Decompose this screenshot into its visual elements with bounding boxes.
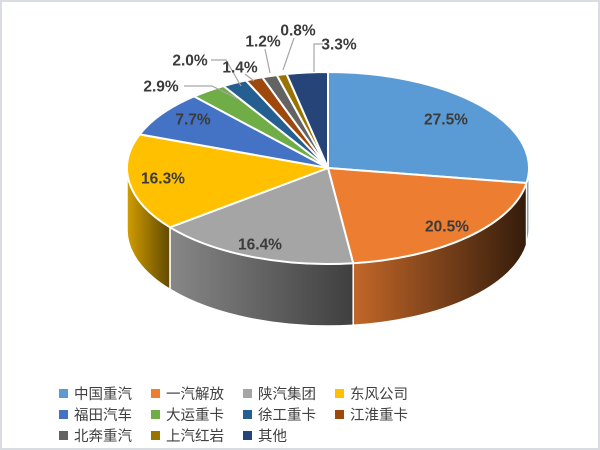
legend-label: 北奔重汽 xyxy=(74,428,132,445)
legend-marker-icon xyxy=(59,388,68,398)
chart-legend: 中国重汽 一汽解放 陕汽集团 东风公司福田汽车 大运重卡 徐工重卡 江淮重卡北奔重汽 上汽红岩… xyxy=(59,383,427,445)
legend-item-8: 北奔重汽 xyxy=(59,425,151,445)
leader-line-10 xyxy=(313,43,323,72)
legend-marker-icon xyxy=(243,430,252,440)
legend-label: 中国重汽 xyxy=(74,386,132,403)
legend-label: 陕汽集团 xyxy=(258,386,316,403)
legend-item-10: 其他 xyxy=(243,425,335,445)
legend-label: 江淮重卡 xyxy=(350,407,408,424)
legend-label: 徐工重卡 xyxy=(258,407,316,424)
legend-item-3: 东风公司 xyxy=(335,383,427,403)
legend-label: 福田汽车 xyxy=(74,407,132,424)
legend-item-0: 中国重汽 xyxy=(59,383,151,403)
pie-slice-2 xyxy=(168,167,355,265)
pie-slice-10 xyxy=(285,71,329,169)
legend-label: 大运重卡 xyxy=(166,407,224,424)
legend-marker-icon xyxy=(335,388,344,398)
legend-label: 其他 xyxy=(258,428,287,445)
data-label-2: 16.4% xyxy=(238,237,282,254)
legend-item-2: 陕汽集团 xyxy=(243,383,335,403)
legend-item-6: 徐工重卡 xyxy=(243,404,335,424)
legend-marker-icon xyxy=(59,430,68,440)
data-label-5: 2.9% xyxy=(143,79,179,96)
legend-label: 一汽解放 xyxy=(166,386,224,403)
legend-marker-icon xyxy=(151,388,160,398)
pie-slice-0 xyxy=(327,71,530,185)
data-label-6: 2.0% xyxy=(172,53,208,70)
pie-slice-4 xyxy=(138,95,329,169)
leader-line-8 xyxy=(264,48,271,74)
legend-item-1: 一汽解放 xyxy=(151,383,243,403)
data-label-4: 7.7% xyxy=(175,112,211,129)
data-label-3: 16.3% xyxy=(141,171,185,188)
data-label-8: 1.2% xyxy=(245,34,281,51)
data-label-7: 1.4% xyxy=(222,60,258,77)
leader-line-7 xyxy=(244,73,255,82)
data-label-10: 3.3% xyxy=(321,37,357,54)
data-label-0: 27.5% xyxy=(424,112,468,129)
data-label-1: 20.5% xyxy=(425,219,469,236)
legend-item-9: 上汽红岩 xyxy=(151,425,243,445)
legend-item-4: 福田汽车 xyxy=(59,404,151,424)
pie-slice-3 xyxy=(126,133,329,229)
legend-label: 东风公司 xyxy=(350,386,408,403)
leader-line-6 xyxy=(211,59,242,87)
legend-marker-icon xyxy=(59,409,68,419)
data-label-9: 0.8% xyxy=(280,23,316,40)
legend-item-7: 江淮重卡 xyxy=(335,404,427,424)
legend-marker-icon xyxy=(151,430,160,440)
legend-marker-icon xyxy=(243,409,252,419)
legend-marker-icon xyxy=(335,409,344,419)
legend-marker-icon xyxy=(243,388,252,398)
pie-slice-1 xyxy=(327,167,528,265)
leader-line-9 xyxy=(282,37,295,71)
legend-marker-icon xyxy=(151,409,160,419)
legend-item-5: 大运重卡 xyxy=(151,404,243,424)
legend-label: 上汽红岩 xyxy=(166,428,224,445)
leader-line-5 xyxy=(184,85,239,100)
pie-chart: 27.5% 20.5% 16.4% 16.3% 7.7% 2.9% 2.0% 1.4% 1.2%… xyxy=(126,23,530,327)
